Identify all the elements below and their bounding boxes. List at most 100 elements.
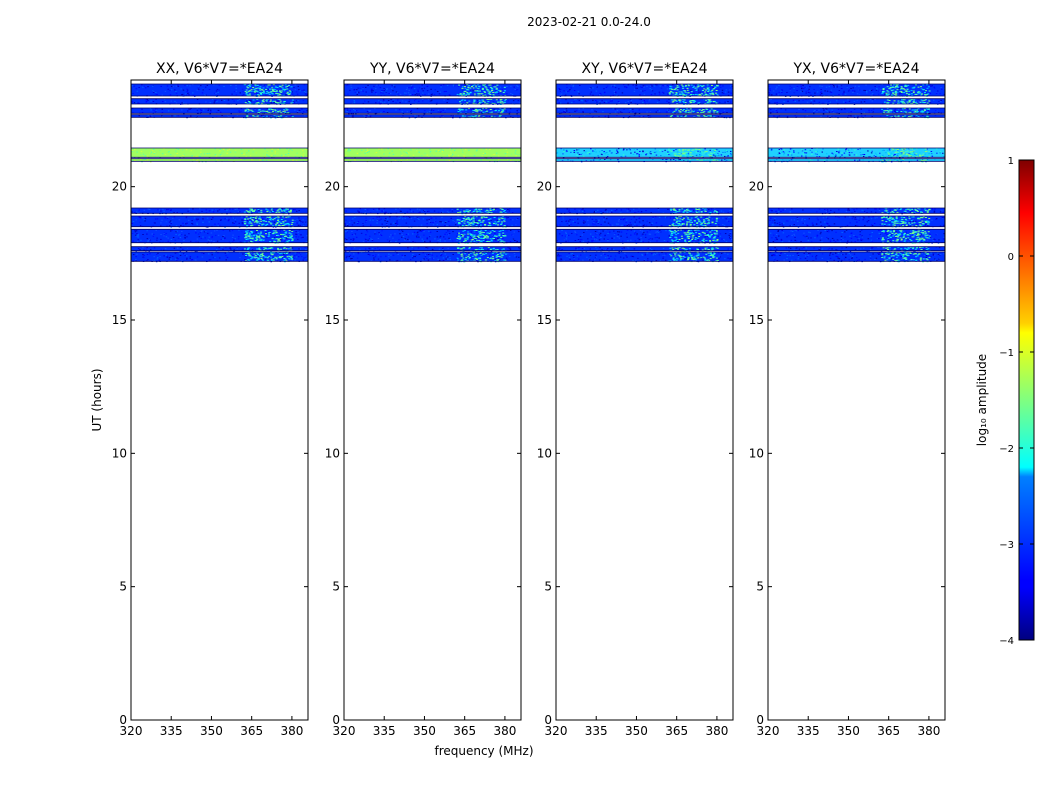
data-band [556,107,733,115]
data-band [556,207,733,215]
panel-frame [130,79,309,721]
colorbar-tick-label: −2 [999,444,1014,455]
data-band [556,114,733,119]
x-tick-label: 380 [493,724,516,738]
x-tick-label: 335 [797,724,820,738]
data-band [344,228,521,244]
colorbar-tick-label: 1 [1008,156,1014,167]
x-tick-label: 350 [413,724,436,738]
data-band [768,215,945,228]
x-tick-label: 365 [240,724,263,738]
y-tick-label: 0 [119,713,127,727]
colorbar-label: log₁₀ amplitude [975,354,989,446]
data-band [131,114,308,119]
colorbar-gradient [1018,159,1035,641]
data-band [768,158,945,163]
data-band [131,246,308,252]
y-tick-label: 10 [537,446,552,460]
panel-title: XX, V6*V7=*EA24 [156,61,283,77]
colorbar-tick-label: −3 [999,540,1014,551]
panel-image [556,83,733,263]
panel-frame [767,79,946,721]
y-tick-label: 20 [749,180,764,194]
data-band [131,158,308,163]
x-tick-label: 365 [665,724,688,738]
data-band [768,228,945,244]
panels-group: XX, V6*V7=*EA24 320 335 350 365 380 0 5 10 15 20 YY… [112,61,946,738]
data-band [344,251,521,263]
x-tick-label: 365 [453,724,476,738]
y-tick-label: 0 [544,713,552,727]
data-band [768,207,945,215]
y-tick-label: 5 [332,580,340,594]
y-tick-label: 20 [537,180,552,194]
y-tick-label: 10 [112,446,127,460]
data-band [556,158,733,163]
colorbar-tick-label: −1 [999,348,1014,359]
x-tick-label: 320 [545,724,568,738]
panel-xx: XX, V6*V7=*EA24 320 335 350 365 380 0 5 10 15 20 [112,61,309,738]
x-tick-label: 335 [373,724,396,738]
data-band [556,147,733,159]
data-band [556,98,733,105]
y-tick-label: 15 [749,313,764,327]
panel-xy: XY, V6*V7=*EA24 320 335 350 365 380 0 5 10 15 20 [537,61,734,738]
y-tick-label: 5 [119,580,127,594]
x-tick-label: 350 [837,724,860,738]
data-band [344,147,521,159]
data-band [768,107,945,115]
data-band [768,251,945,263]
panel-title: XY, V6*V7=*EA24 [582,61,708,77]
data-band [768,98,945,105]
x-tick-label: 350 [625,724,648,738]
y-tick-label: 0 [332,713,340,727]
data-band [768,114,945,119]
y-tick-label: 20 [325,180,340,194]
colorbar-tick-label: 0 [1008,252,1014,263]
data-band [344,246,521,252]
x-tick-label: 320 [120,724,143,738]
y-tick-label: 0 [756,713,764,727]
colorbar: log₁₀ amplitude −4 −3 −2 −1 0 1 [975,156,1035,647]
colorbar-tick-label: −4 [999,636,1014,647]
data-band [131,147,308,159]
data-band [344,114,521,119]
data-band [768,147,945,159]
x-tick-label: 365 [877,724,900,738]
x-tick-label: 380 [705,724,728,738]
x-axis-label: frequency (MHz) [434,744,533,758]
y-tick-label: 5 [544,580,552,594]
panel-title: YY, V6*V7=*EA24 [369,61,495,77]
data-band [344,158,521,163]
data-band [556,215,733,228]
x-tick-label: 350 [200,724,223,738]
data-band [131,207,308,215]
panel-yx: YX, V6*V7=*EA24 320 335 350 365 380 0 5 10 15 20 [749,61,946,738]
y-tick-label: 15 [537,313,552,327]
data-band [344,215,521,228]
data-band [768,246,945,252]
panel-frame [343,79,522,721]
data-band [556,83,733,97]
x-tick-label: 320 [757,724,780,738]
x-tick-label: 335 [585,724,608,738]
x-tick-label: 380 [917,724,940,738]
data-band [131,251,308,263]
data-band [131,215,308,228]
data-band [131,107,308,115]
x-tick-label: 335 [160,724,183,738]
data-band [131,83,308,97]
data-band [344,83,521,97]
panel-yy: YY, V6*V7=*EA24 320 335 350 365 380 0 5 10 15 20 [325,61,522,738]
y-tick-label: 10 [325,446,340,460]
y-tick-label: 15 [112,313,127,327]
data-band [556,251,733,263]
y-tick-label: 15 [325,313,340,327]
y-tick-label: 10 [749,446,764,460]
data-band [556,246,733,252]
data-band [768,83,945,97]
y-tick-label: 20 [112,180,127,194]
panel-image [768,83,945,263]
figure-title: 2023-02-21 0.0-24.0 [527,15,651,29]
